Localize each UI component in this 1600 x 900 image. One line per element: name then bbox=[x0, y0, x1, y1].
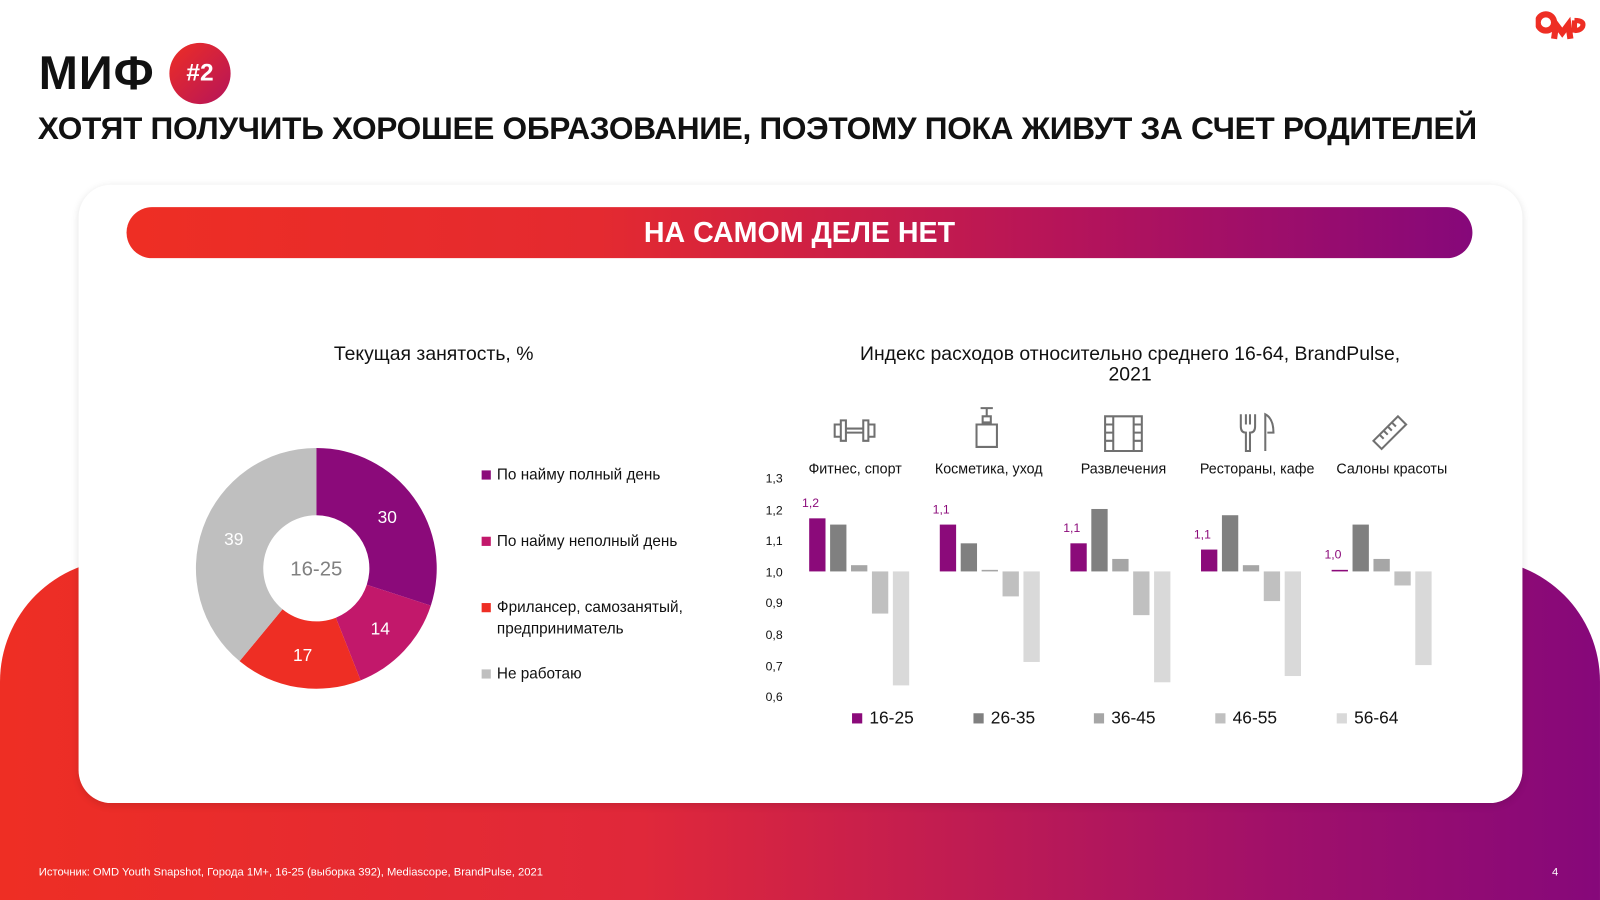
legend-label: По найму неполный день bbox=[496, 532, 678, 550]
legend-swatch bbox=[481, 669, 491, 679]
myth-number-badge: #2 bbox=[169, 42, 231, 105]
bar-16-25 bbox=[939, 524, 957, 572]
bar-26-35 bbox=[1352, 524, 1369, 572]
bar-data-label: 1,1 bbox=[1194, 527, 1211, 541]
bar-46-55 bbox=[1263, 571, 1281, 602]
bar-56-64 bbox=[1284, 571, 1302, 677]
category-label: Развлечения bbox=[1080, 460, 1167, 477]
bar-legend-item: 26-35 bbox=[973, 708, 1035, 728]
bar-46-55 bbox=[1133, 571, 1150, 616]
legend-label: По найму полный день bbox=[496, 466, 661, 484]
donut-slice bbox=[239, 609, 361, 689]
legend-label: 56-64 bbox=[1354, 708, 1399, 728]
legend-label: 16-25 bbox=[869, 708, 914, 728]
page-number: 4 bbox=[1552, 866, 1559, 879]
legend-label: Не работаю bbox=[496, 665, 582, 683]
legend-item: Не работаю bbox=[481, 663, 717, 684]
bar-56-64 bbox=[892, 571, 910, 686]
bar-36-45 bbox=[981, 569, 998, 572]
comb-icon bbox=[1372, 414, 1408, 451]
y-tick-label: 0,9 bbox=[765, 596, 783, 611]
source-footnote: Источник: OMD Youth Snapshot, Города 1M+… bbox=[38, 866, 543, 879]
bar-data-label: 1,1 bbox=[933, 502, 950, 516]
bar-16-25 bbox=[1070, 543, 1087, 572]
legend-swatch bbox=[481, 603, 491, 613]
donut-value-label: 17 bbox=[293, 645, 312, 665]
bar-26-35 bbox=[1221, 515, 1239, 572]
legend-swatch bbox=[852, 713, 863, 724]
y-tick-label: 1,1 bbox=[765, 533, 783, 549]
bar-56-64 bbox=[1154, 571, 1171, 683]
headline: ХОТЯТ ПОЛУЧИТЬ ХОРОШЕЕ ОБРАЗОВАНИЕ, ПОЭТ… bbox=[37, 110, 1477, 146]
bar-data-label: 1,2 bbox=[802, 496, 819, 510]
legend-label: 26-35 bbox=[990, 708, 1036, 728]
legend-swatch bbox=[481, 536, 491, 546]
y-tick-label: 0,7 bbox=[765, 658, 783, 674]
donut-title: Текущая занятость, % bbox=[333, 343, 534, 366]
bar-title: Индекс расходов относительно среднего 16… bbox=[860, 343, 1401, 386]
bar-46-55 bbox=[1002, 571, 1019, 597]
bar-26-35 bbox=[830, 524, 847, 572]
bar-data-label: 1,0 bbox=[1324, 548, 1341, 562]
bar-legend-item: 56-64 bbox=[1336, 708, 1399, 728]
bar-legend-item: 46-55 bbox=[1215, 708, 1277, 728]
bar-16-25 bbox=[809, 518, 826, 572]
legend-item: По найму неполный день bbox=[481, 531, 717, 552]
legend-item: Фрилансер, самозанятый, предприниматель bbox=[481, 597, 717, 640]
donut-slice bbox=[316, 447, 437, 606]
bar-26-35 bbox=[1091, 508, 1108, 572]
legend-label: 46-55 bbox=[1232, 708, 1278, 728]
legend-label: 36-45 bbox=[1111, 708, 1156, 728]
legend-swatch bbox=[1093, 713, 1105, 724]
bar-legend-item: 36-45 bbox=[1093, 708, 1156, 728]
y-tick-label: 1,2 bbox=[765, 502, 783, 517]
bar-legend-item: 16-25 bbox=[852, 708, 914, 728]
bar-56-64 bbox=[1415, 571, 1432, 666]
y-tick-label: 0,6 bbox=[765, 689, 783, 705]
legend-item: По найму полный день bbox=[481, 464, 717, 485]
bar-36-45 bbox=[851, 565, 868, 572]
bar-36-45 bbox=[1373, 558, 1390, 572]
legend-label: Фрилансер, самозанятый, предприниматель bbox=[496, 598, 683, 638]
category-label: Салоны красоты bbox=[1336, 460, 1448, 477]
bar-16-25 bbox=[1331, 569, 1348, 572]
omd-logo bbox=[1535, 11, 1586, 40]
bar-data-label: 1,1 bbox=[1063, 521, 1080, 535]
bar-56-64 bbox=[1023, 571, 1040, 662]
donut-center-label: 16-25 bbox=[290, 559, 342, 581]
bar-36-45 bbox=[1242, 565, 1260, 572]
bar-36-45 bbox=[1112, 558, 1129, 572]
bar-26-35 bbox=[960, 543, 978, 572]
lotion-bottle-icon bbox=[975, 407, 998, 448]
y-tick-label: 1,0 bbox=[765, 565, 783, 580]
banner-text: НА САМОМ ДЕЛЕ НЕТ bbox=[643, 216, 956, 248]
donut-value-label: 39 bbox=[224, 529, 243, 549]
myth-label: МИФ bbox=[38, 45, 155, 99]
legend-swatch bbox=[481, 470, 491, 480]
category-label: Рестораны, кафе bbox=[1199, 460, 1315, 477]
fork-knife-icon bbox=[1239, 412, 1275, 453]
legend-swatch bbox=[1336, 713, 1347, 724]
banner: НА САМОМ ДЕЛЕ НЕТ bbox=[126, 207, 1473, 259]
y-tick-label: 0,8 bbox=[765, 627, 783, 642]
dumbbell-icon bbox=[833, 419, 876, 442]
category-label: Фитнес, спорт bbox=[808, 460, 902, 477]
donut-slice bbox=[335, 584, 431, 681]
bar-46-55 bbox=[1394, 571, 1411, 586]
y-tick-label: 1,3 bbox=[765, 471, 783, 486]
category-label: Косметика, уход bbox=[934, 460, 1043, 477]
bar-16-25 bbox=[1201, 549, 1218, 572]
donut-slice bbox=[195, 447, 317, 662]
bar-46-55 bbox=[871, 571, 889, 614]
donut-chart: 30 14 17 39 16-25 bbox=[195, 447, 437, 689]
donut-value-label: 30 bbox=[378, 507, 397, 527]
donut-value-label: 14 bbox=[371, 619, 391, 639]
legend-swatch bbox=[1215, 713, 1226, 724]
film-icon bbox=[1104, 415, 1143, 453]
legend-swatch bbox=[973, 713, 984, 724]
bar-chart: 1,2 1,1 1,1 1,1 1,0 bbox=[802, 407, 1432, 686]
